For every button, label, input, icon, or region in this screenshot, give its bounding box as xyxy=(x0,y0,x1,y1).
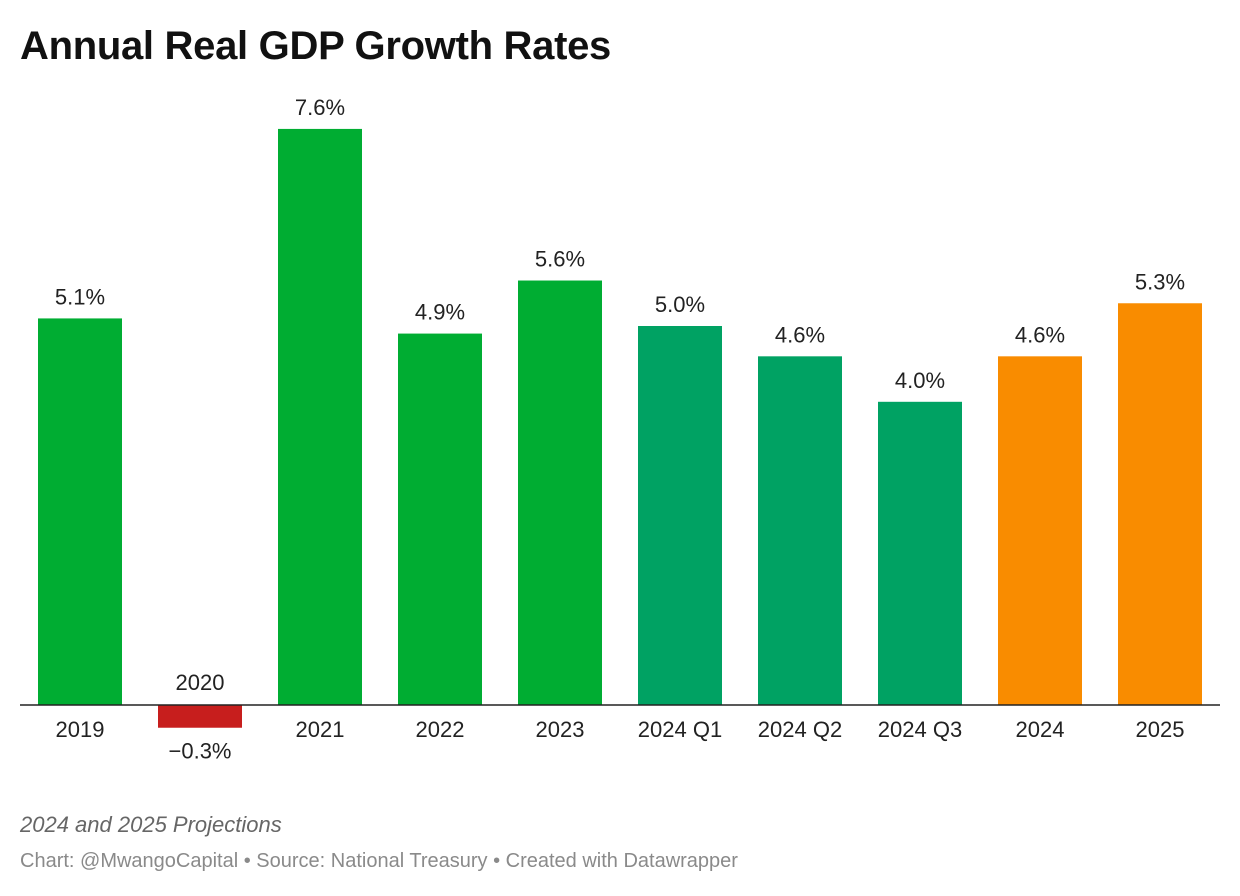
bar-2022 xyxy=(398,333,482,705)
category-label: 2020 xyxy=(176,670,225,695)
bar-2020 xyxy=(158,705,242,728)
category-label: 2025 xyxy=(1136,717,1185,742)
chart-title: Annual Real GDP Growth Rates xyxy=(20,24,611,68)
value-label: 4.6% xyxy=(1015,322,1065,347)
value-label: 4.0% xyxy=(895,368,945,393)
chart-footer: Chart: @MwangoCapital • Source: National… xyxy=(20,850,738,872)
category-label: 2024 Q2 xyxy=(758,717,842,742)
value-label: 4.9% xyxy=(415,300,465,325)
bar-2019 xyxy=(38,318,122,705)
category-label: 2024 Q3 xyxy=(878,717,962,742)
bar-2024-q1 xyxy=(638,326,722,705)
bars-group xyxy=(38,128,1202,728)
category-label: 2024 Q1 xyxy=(638,717,722,742)
labels-group: 5.1% 2019 −0.3% 2020 7.6% 2021 4.9% 2022 5.6% 202… xyxy=(55,95,1185,764)
category-label: 2022 xyxy=(416,717,465,742)
category-label: 2023 xyxy=(536,717,585,742)
value-label: 5.1% xyxy=(55,284,105,309)
chart-notes: 2024 and 2025 Projections xyxy=(20,812,282,837)
category-label: 2021 xyxy=(296,717,345,742)
bar-2025 xyxy=(1118,303,1202,705)
value-label: 4.6% xyxy=(775,322,825,347)
value-label: 5.0% xyxy=(655,292,705,317)
bar-2024-q2 xyxy=(758,356,842,705)
bar-2024 xyxy=(998,356,1082,705)
category-label: 2024 xyxy=(1016,717,1065,742)
category-label: 2019 xyxy=(56,717,105,742)
value-label: 5.6% xyxy=(535,247,585,272)
bar-chart: 5.1% 2019 −0.3% 2020 7.6% 2021 4.9% 2022 5.6% 202… xyxy=(20,95,1220,764)
bar-2021 xyxy=(278,128,362,706)
value-label: 5.3% xyxy=(1135,269,1185,294)
bar-2023 xyxy=(518,280,602,705)
value-label: 7.6% xyxy=(295,95,345,120)
bar-2024-q3 xyxy=(878,401,962,705)
value-label: −0.3% xyxy=(169,739,232,764)
